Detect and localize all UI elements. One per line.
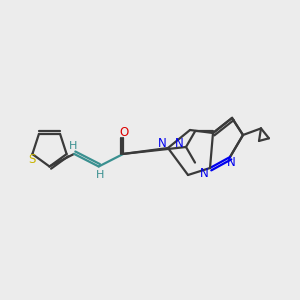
Text: H: H [96,169,104,180]
Text: O: O [119,126,128,139]
Text: N: N [158,137,167,150]
Text: N: N [200,167,209,180]
Text: H: H [68,141,77,151]
Text: N: N [175,136,184,150]
Text: N: N [227,156,236,169]
Text: S: S [28,153,35,166]
